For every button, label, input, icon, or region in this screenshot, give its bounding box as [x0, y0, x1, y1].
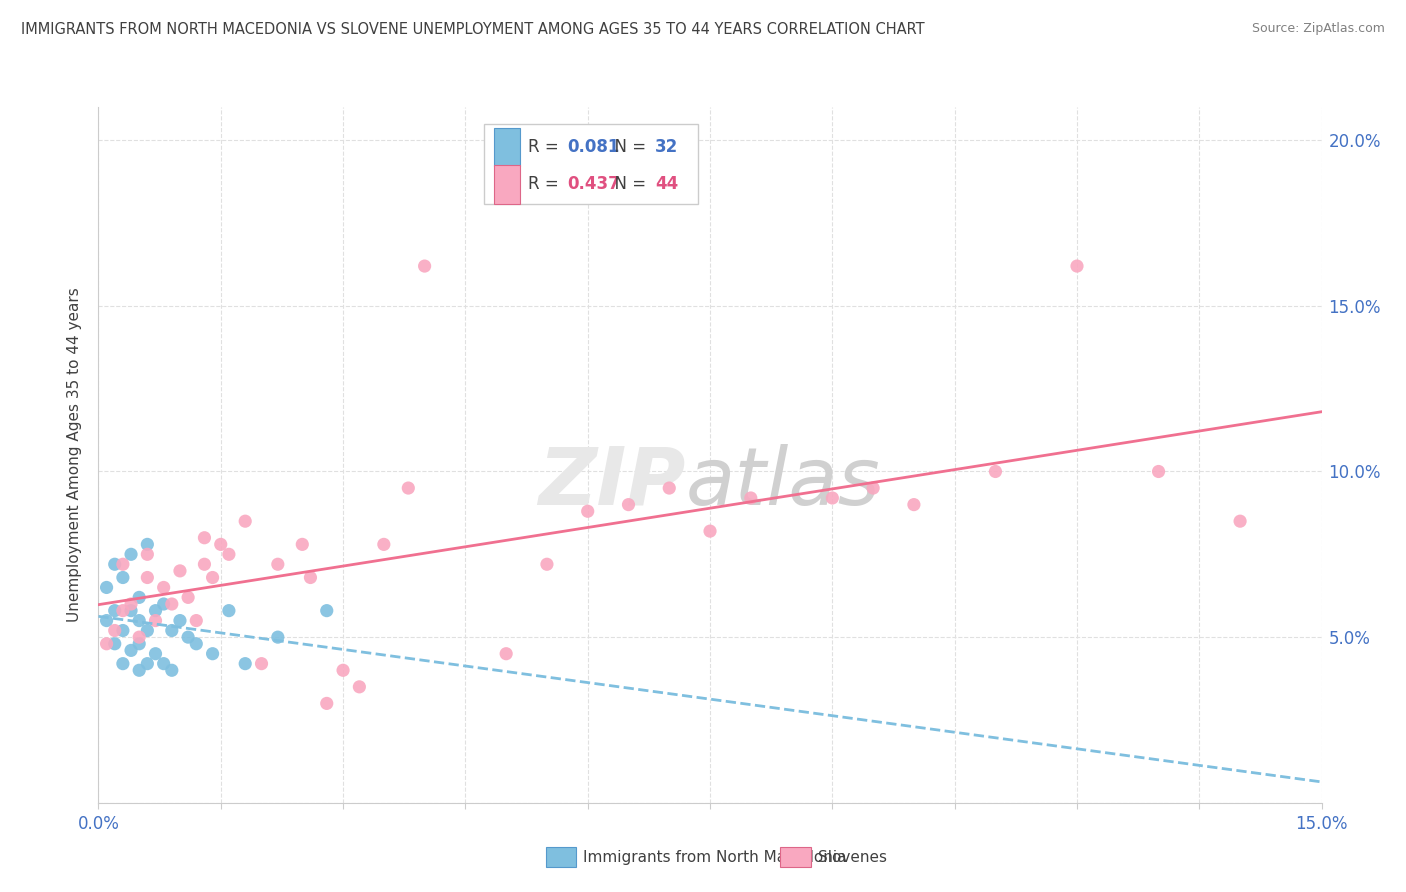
Point: [233, 657, 256, 671]
Point: [160, 624, 183, 638]
Text: 44: 44: [655, 176, 678, 194]
Point: [136, 657, 159, 671]
Point: [177, 591, 200, 605]
Point: [128, 614, 150, 628]
Point: [658, 481, 681, 495]
Point: [104, 604, 127, 618]
Point: [152, 657, 174, 671]
Text: Immigrants from North Macedonia: Immigrants from North Macedonia: [583, 850, 846, 864]
Point: [250, 657, 273, 671]
Point: [495, 647, 517, 661]
Text: atlas: atlas: [686, 443, 880, 522]
Point: [193, 558, 215, 572]
Point: [186, 637, 208, 651]
Point: [413, 259, 436, 273]
Point: [96, 581, 118, 595]
Point: [267, 558, 290, 572]
Point: [128, 637, 150, 651]
Point: [218, 547, 240, 561]
Text: N =: N =: [603, 176, 651, 194]
Point: [201, 647, 224, 661]
Point: [617, 498, 640, 512]
Point: [145, 604, 167, 618]
Text: 32: 32: [655, 138, 678, 156]
Point: [152, 581, 174, 595]
Point: [136, 547, 159, 561]
Point: [145, 647, 167, 661]
Point: [96, 637, 118, 651]
Point: [136, 537, 159, 551]
Point: [396, 481, 419, 495]
Point: [136, 624, 159, 638]
Text: IMMIGRANTS FROM NORTH MACEDONIA VS SLOVENE UNEMPLOYMENT AMONG AGES 35 TO 44 YEAR: IMMIGRANTS FROM NORTH MACEDONIA VS SLOVE…: [21, 22, 925, 37]
Point: [152, 597, 174, 611]
Point: [111, 657, 134, 671]
Bar: [494, 165, 520, 203]
Point: [128, 591, 150, 605]
Point: [332, 663, 354, 677]
Point: [821, 491, 844, 505]
Point: [903, 498, 925, 512]
Text: 0.081: 0.081: [567, 138, 619, 156]
Text: Source: ZipAtlas.com: Source: ZipAtlas.com: [1251, 22, 1385, 36]
Text: N =: N =: [603, 138, 651, 156]
Point: [291, 537, 314, 551]
Text: 0.437: 0.437: [567, 176, 620, 194]
Point: [104, 558, 127, 572]
Point: [128, 663, 150, 677]
Point: [193, 531, 215, 545]
Bar: [494, 128, 520, 166]
Point: [120, 597, 142, 611]
Point: [209, 537, 232, 551]
Point: [315, 604, 337, 618]
Point: [111, 624, 134, 638]
Point: [1147, 465, 1170, 479]
Point: [984, 465, 1007, 479]
Point: [862, 481, 884, 495]
Point: [1066, 259, 1088, 273]
Point: [576, 504, 599, 518]
Point: [111, 558, 134, 572]
Point: [349, 680, 371, 694]
Point: [145, 614, 167, 628]
Text: R =: R =: [527, 138, 564, 156]
Point: [315, 697, 337, 711]
Point: [128, 630, 150, 644]
Point: [96, 614, 118, 628]
Text: R =: R =: [527, 176, 564, 194]
Point: [218, 604, 240, 618]
Text: ZIP: ZIP: [538, 443, 686, 522]
Point: [201, 570, 224, 584]
Point: [299, 570, 322, 584]
Point: [160, 663, 183, 677]
Point: [536, 558, 558, 572]
Text: Slovenes: Slovenes: [818, 850, 887, 864]
Point: [120, 547, 142, 561]
Point: [120, 604, 142, 618]
Point: [169, 614, 191, 628]
Point: [169, 564, 191, 578]
Point: [740, 491, 762, 505]
Point: [104, 624, 127, 638]
Point: [1229, 514, 1251, 528]
Point: [186, 614, 208, 628]
Point: [120, 643, 142, 657]
Y-axis label: Unemployment Among Ages 35 to 44 years: Unemployment Among Ages 35 to 44 years: [67, 287, 83, 623]
Point: [267, 630, 290, 644]
Point: [699, 524, 721, 538]
FancyBboxPatch shape: [484, 124, 697, 204]
Point: [104, 637, 127, 651]
Point: [111, 604, 134, 618]
Point: [160, 597, 183, 611]
Point: [111, 570, 134, 584]
Point: [373, 537, 395, 551]
Point: [136, 570, 159, 584]
Point: [177, 630, 200, 644]
Point: [233, 514, 256, 528]
